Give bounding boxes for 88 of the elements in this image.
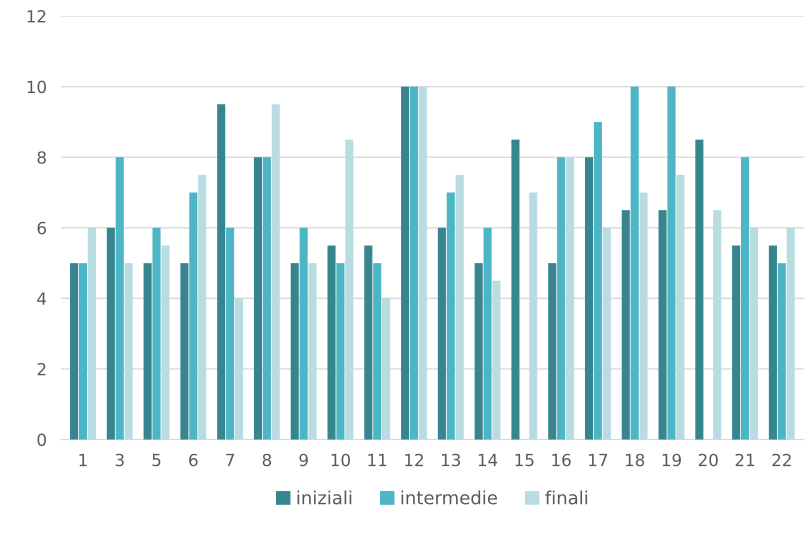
bar — [602, 228, 611, 440]
x-tick-label: 21 — [736, 454, 754, 466]
x-tick-label: 3 — [116, 454, 124, 466]
x-tick-label: 9 — [299, 454, 308, 466]
bar — [695, 140, 704, 440]
bar — [189, 192, 198, 440]
bar — [161, 245, 170, 440]
bar — [778, 263, 786, 440]
bar — [116, 157, 124, 440]
bar — [446, 192, 455, 440]
bar — [382, 298, 390, 440]
bar — [401, 86, 410, 440]
bar — [511, 140, 520, 440]
bar — [106, 228, 115, 440]
bar — [327, 245, 336, 440]
bar — [548, 263, 556, 440]
legend-label: finali — [545, 490, 588, 504]
bar — [740, 157, 750, 440]
bar — [713, 210, 722, 440]
x-tick-label: 19 — [662, 454, 681, 466]
bar — [474, 263, 483, 440]
y-tick-label: 6 — [38, 222, 46, 234]
bar — [373, 263, 382, 440]
bar — [336, 263, 344, 440]
x-tick-label: 8 — [262, 454, 272, 466]
legend-label: iniziali — [298, 490, 352, 504]
x-tick-label: 14 — [478, 454, 498, 466]
y-tick-label: 2 — [38, 362, 46, 376]
bar — [786, 228, 795, 440]
y-tick-label: 4 — [37, 292, 46, 305]
bar — [750, 228, 758, 440]
bar — [345, 140, 354, 440]
bar — [640, 192, 648, 440]
x-tick-label: 7 — [226, 454, 234, 466]
bar — [78, 263, 88, 440]
x-tick-label: 12 — [405, 454, 423, 466]
bar — [262, 157, 271, 440]
x-tick-label: 13 — [442, 454, 460, 466]
x-tick-label: 16 — [552, 454, 571, 466]
bar — [226, 228, 234, 440]
bar — [410, 86, 418, 440]
bar — [630, 86, 639, 440]
bar — [152, 228, 161, 440]
bar — [529, 192, 538, 440]
bar — [124, 263, 133, 440]
bar — [492, 280, 501, 440]
bar — [658, 210, 667, 440]
x-tick-label: 10 — [332, 454, 350, 466]
x-tick-label: 22 — [772, 454, 791, 466]
y-tick-label: 8 — [38, 151, 46, 164]
bar — [290, 263, 299, 440]
bar — [438, 228, 446, 440]
bar — [622, 210, 630, 440]
x-tick-label: 6 — [189, 454, 198, 466]
bar — [667, 86, 676, 440]
bar — [557, 157, 566, 440]
x-tick-label: 20 — [698, 454, 718, 466]
bar — [566, 157, 574, 440]
x-tick-label: 11 — [368, 454, 386, 466]
bar — [144, 263, 152, 440]
bar — [732, 245, 740, 440]
x-tick-label: 15 — [516, 454, 534, 466]
x-tick-label: 5 — [152, 454, 160, 466]
bar — [584, 157, 594, 440]
x-tick-label: 1 — [79, 454, 87, 466]
bar — [180, 263, 188, 440]
bar — [272, 104, 280, 440]
bar — [676, 174, 684, 440]
y-tick-label: 0 — [38, 433, 46, 446]
bar — [768, 245, 777, 440]
bar — [234, 298, 244, 440]
x-tick-label: 17 — [589, 454, 608, 466]
bar — [484, 228, 492, 440]
y-tick-label: 12 — [28, 10, 46, 22]
bar — [88, 228, 96, 440]
bar — [418, 86, 427, 440]
bar — [198, 174, 206, 440]
bar — [217, 104, 226, 440]
bar — [364, 245, 372, 440]
bar — [70, 263, 78, 440]
bar — [594, 122, 602, 440]
bar — [254, 157, 262, 440]
x-tick-label: 18 — [626, 454, 644, 466]
legend-label: intermedie — [402, 490, 497, 504]
bar — [456, 174, 464, 440]
y-tick-label: 10 — [28, 80, 46, 94]
bar — [308, 263, 317, 440]
bar — [300, 228, 308, 440]
